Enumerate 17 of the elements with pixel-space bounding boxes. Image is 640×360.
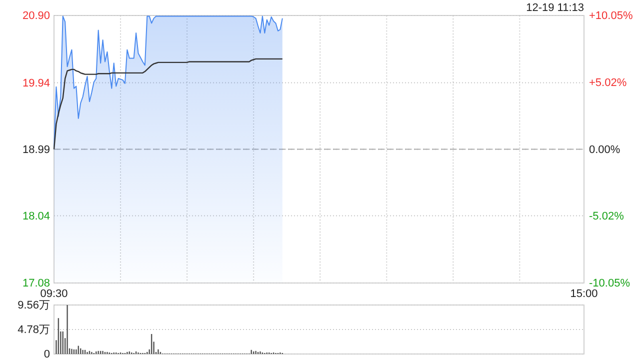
- y-tick-label: 18.99: [22, 144, 50, 156]
- x-tick-label: 09:30: [40, 288, 68, 300]
- y-tick-label: 4.78万: [18, 324, 50, 336]
- y2-tick-label: +10.05%: [589, 10, 633, 22]
- y-tick-label: 18.04: [22, 210, 50, 222]
- y-tick-label: 20.90: [22, 10, 50, 22]
- y2-tick-label: -5.02%: [589, 210, 624, 223]
- y2-tick-label: -10.05%: [589, 278, 630, 290]
- y2-tick-label: +5.02%: [589, 76, 627, 89]
- line-series: [53, 58, 284, 150]
- y2-tick-label: 0.00%: [589, 144, 620, 156]
- y-tick-label: 19.94: [22, 77, 50, 90]
- y-tick-label: 0: [44, 348, 50, 360]
- chart-subtitle: 12-19 11:13: [526, 2, 584, 14]
- y-tick-label: 17.08: [22, 278, 50, 290]
- y-tick-label: 9.56万: [18, 300, 50, 312]
- x-tick-label: 15:00: [570, 288, 598, 300]
